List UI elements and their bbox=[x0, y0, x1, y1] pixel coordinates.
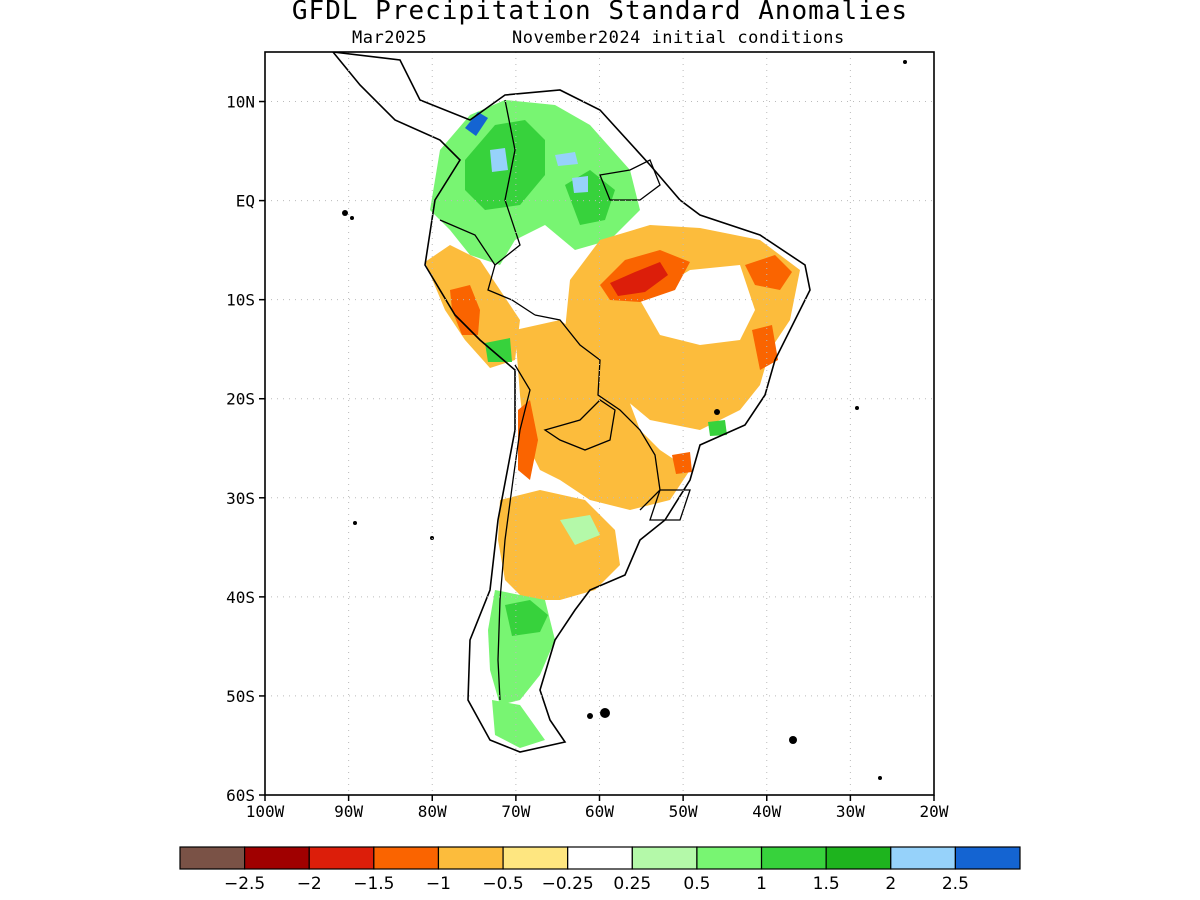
anomaly-wet-peru bbox=[485, 338, 512, 362]
colorbar-swatch bbox=[696, 846, 763, 870]
y-tick-label: 10S bbox=[226, 291, 255, 310]
colorbar-swatch bbox=[373, 846, 440, 870]
colorbar-swatch bbox=[244, 846, 310, 870]
anomaly-wet-patagonia-core bbox=[505, 600, 548, 636]
colorbar-label: 1 bbox=[756, 874, 767, 894]
anomaly-fill-layer bbox=[333, 52, 810, 752]
colorbar-swatch bbox=[631, 846, 698, 870]
x-tick-label: 60W bbox=[585, 802, 614, 821]
anomaly-very-wet-d bbox=[572, 176, 588, 193]
colorbar-label: −1.5 bbox=[353, 874, 394, 894]
anomaly-very-dry-brazil bbox=[610, 262, 668, 296]
anomaly-very-wet-b bbox=[465, 112, 488, 136]
y-tick-label: 40S bbox=[226, 588, 255, 607]
colorbar-swatch bbox=[825, 846, 892, 870]
anomaly-wet-pampas bbox=[560, 515, 600, 545]
colorbar-swatch bbox=[502, 846, 569, 870]
colorbar-label: 0.25 bbox=[613, 874, 651, 894]
x-tick-label: 90W bbox=[334, 802, 363, 821]
colorbar-swatch bbox=[308, 846, 375, 870]
colorbar-label: 2.5 bbox=[942, 874, 969, 894]
colorbar-label: −2.5 bbox=[224, 874, 265, 894]
y-tick-label: 30S bbox=[226, 489, 255, 508]
colorbar-swatch bbox=[890, 846, 956, 870]
country-borders bbox=[439, 99, 691, 701]
latitude-axis: 10N EQ 10S 20S 30S 40S 50S 60S bbox=[226, 93, 265, 805]
y-tick-label: 20S bbox=[226, 390, 255, 409]
y-tick-label: 10N bbox=[226, 93, 255, 112]
y-tick-label: 60S bbox=[226, 786, 255, 805]
coastline bbox=[331, 52, 811, 753]
x-tick-label: 50W bbox=[669, 802, 698, 821]
anomaly-dry-central bbox=[515, 320, 690, 510]
colorbar-swatch bbox=[567, 846, 633, 870]
x-tick-label: 70W bbox=[501, 802, 530, 821]
islands bbox=[342, 60, 907, 780]
anomaly-very-wet-a bbox=[490, 148, 508, 172]
anomaly-dry-east bbox=[752, 325, 778, 370]
colorbar-swatch bbox=[179, 846, 246, 870]
colorbar-label: −1 bbox=[426, 874, 451, 894]
colorbar: −2.5 −2 −1.5 −1 −0.5 −0.25 0.25 0.5 1 1.5 2 2.5 bbox=[179, 846, 1021, 894]
longitude-axis: 100W 90W 80W 70W 60W 50W 40W 30W 20W bbox=[246, 795, 949, 821]
map-panel bbox=[264, 51, 935, 796]
x-tick-label: 100W bbox=[246, 802, 285, 821]
anomaly-wet-southeast bbox=[708, 420, 727, 436]
colorbar-label: −2 bbox=[297, 874, 322, 894]
anomaly-dry-southern-brazil bbox=[672, 452, 692, 474]
anomaly-very-wet-c bbox=[555, 152, 578, 166]
subtitle-month: Mar2025 bbox=[352, 28, 428, 48]
colorbar-label: 2 bbox=[885, 874, 896, 894]
colorbar-swatch bbox=[760, 846, 827, 870]
colorbar-label: −0.25 bbox=[542, 874, 594, 894]
x-tick-label: 80W bbox=[418, 802, 447, 821]
x-tick-label: 30W bbox=[836, 802, 865, 821]
colorbar-label: −0.5 bbox=[482, 874, 523, 894]
x-tick-label: 20W bbox=[920, 802, 949, 821]
y-tick-label: EQ bbox=[236, 192, 255, 211]
colorbar-swatch bbox=[437, 846, 504, 870]
y-tick-label: 50S bbox=[226, 687, 255, 706]
x-tick-label: 40W bbox=[752, 802, 781, 821]
anomaly-dry-peru-core bbox=[450, 285, 480, 335]
colorbar-swatch bbox=[954, 846, 1021, 870]
map-title: GFDL Precipitation Standard Anomalies bbox=[291, 0, 909, 26]
anomaly-dry-northeast bbox=[745, 255, 792, 290]
colorbar-label: 0.5 bbox=[683, 874, 710, 894]
anomaly-wet-tierra-del-fuego bbox=[492, 700, 545, 748]
subtitle-initial-conditions: November2024 initial conditions bbox=[512, 28, 845, 48]
colorbar-label: 1.5 bbox=[813, 874, 840, 894]
